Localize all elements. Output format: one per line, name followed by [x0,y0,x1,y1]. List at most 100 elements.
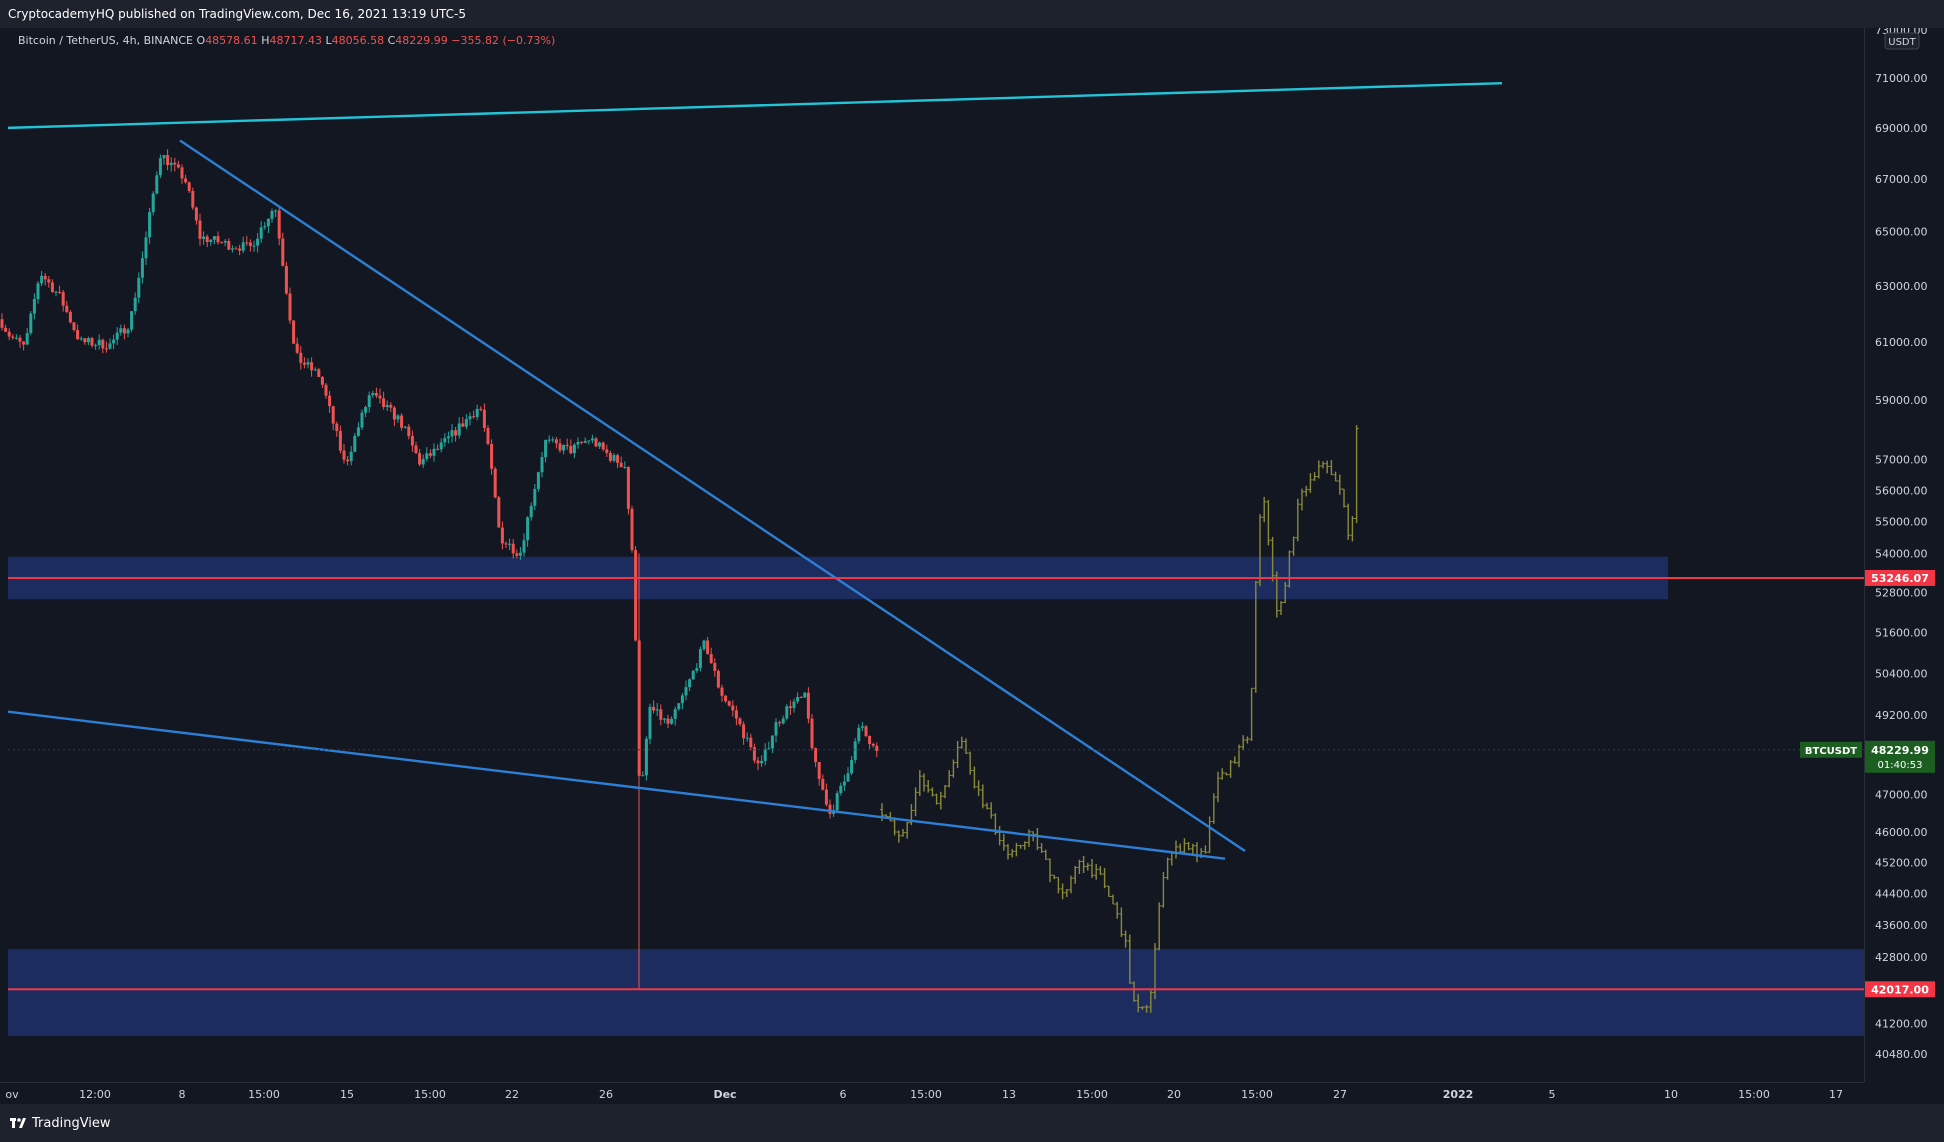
candle [202,231,206,245]
candle [1203,845,1208,854]
candle-body [572,444,576,454]
tradingview-logo-icon [10,1118,26,1128]
candle [1190,843,1195,855]
candle [709,647,713,664]
candle [821,774,825,791]
candle-body [151,193,155,213]
candle-body [205,236,209,242]
price-axis[interactable]: 71000.00 69000.00 67000.00 65000.00 63000.00… [1864,24,1944,1082]
footer-brand: TradingView [32,1116,111,1131]
candle-body [698,649,702,669]
candle [335,421,339,437]
candle-body [526,517,530,541]
candle [583,437,587,444]
candle [846,767,850,782]
candle [778,720,782,727]
candle [166,149,170,171]
candle [835,790,839,813]
candle [220,241,224,244]
candle [11,334,15,340]
candle [1006,844,1010,860]
candle-body [133,297,137,312]
candle [1119,907,1124,937]
candle [140,251,144,284]
candle [443,433,447,447]
candle [54,290,58,297]
candle [673,706,677,726]
candle [1354,425,1359,523]
time-tick: 27 [1333,1088,1347,1101]
candle [1211,793,1216,824]
candle [1279,601,1283,616]
time-axis-scale[interactable]: ov 12:00 8 15:00 15 15:00 22 26 Dec 6 15:00 13 15:00… [0,1083,1864,1105]
candle-body [871,743,875,746]
price-axis-scale[interactable]: 71000.00 69000.00 67000.00 65000.00 63000.00… [1865,24,1944,1082]
candle [184,174,188,184]
candle [493,466,497,499]
candle [1258,514,1262,587]
candle [18,334,22,348]
candle-body [83,338,87,343]
candle [810,714,814,751]
candle-body [569,446,573,454]
candle [194,206,198,225]
candle [281,232,285,267]
candle [547,435,551,444]
candle [1014,842,1019,857]
candle-body [263,226,267,228]
candle [1346,503,1351,540]
candle-body [605,449,609,453]
candle [871,742,875,748]
candle-body [464,419,468,427]
candle-body [803,692,807,698]
candle-body [43,275,47,280]
candle [1274,571,1279,618]
candle-body [72,322,76,331]
candle [342,444,346,464]
candle [716,669,720,689]
candle-body [245,242,249,244]
high-label: H [261,34,270,47]
candle-body [248,242,252,246]
candle [436,444,440,451]
candle-body [720,687,724,696]
candle-body [853,741,857,760]
candle [857,724,861,744]
candle-body [504,543,508,545]
candle-body [814,748,818,763]
candle [601,441,605,452]
candle [1178,843,1183,853]
candle [648,703,652,745]
candle [1140,1006,1145,1010]
candle-body [598,442,602,447]
candle [792,698,796,713]
candle [155,171,159,195]
candle [652,700,656,714]
last-price-tag-bg [1865,740,1935,773]
candle [40,271,44,287]
time-tick: 15:00 [248,1088,280,1101]
candle-body [562,444,566,451]
candle [457,417,461,439]
candle [1321,461,1325,469]
candle [490,439,494,475]
candle-body [112,339,116,344]
candle [814,747,818,768]
candle [382,391,386,410]
candle [472,410,476,419]
candle-body [400,415,404,428]
chart-area[interactable]: BTCUSDT [0,28,1864,1082]
candle-body [842,781,846,786]
candle-body [11,336,15,338]
candle [130,311,134,333]
candle-body [634,550,638,641]
candle [1342,488,1346,508]
candle-body [828,804,832,814]
price-chart[interactable]: BTCUSDT [0,28,1864,1082]
candle [158,154,162,179]
candle [245,235,249,247]
candle-body [616,455,620,463]
candle-body [313,369,317,371]
candle [680,692,684,710]
time-axis[interactable]: ov 12:00 8 15:00 15 15:00 22 26 Dec 6 15:00 13 15:00… [0,1082,1864,1105]
